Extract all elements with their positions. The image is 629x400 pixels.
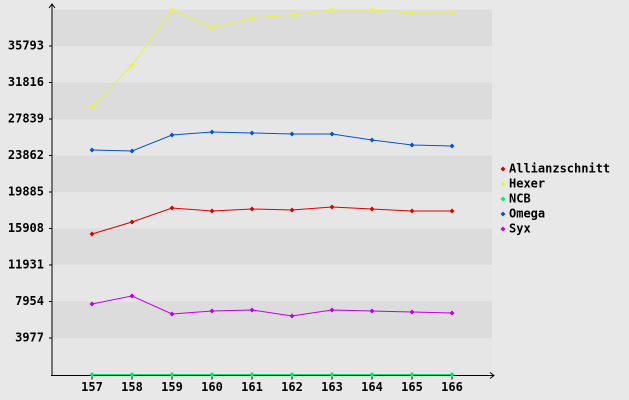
point	[169, 7, 175, 13]
point	[289, 313, 295, 319]
point	[409, 372, 415, 377]
point	[449, 143, 455, 149]
x-tick-label: 160	[201, 380, 223, 394]
y-tick-label: 35793	[8, 39, 44, 53]
legend-marker	[500, 166, 506, 172]
point	[329, 204, 335, 210]
x-tick-label: 163	[321, 380, 343, 394]
y-tick-label: 11931	[8, 258, 44, 272]
legend-label: Allianzschnitt	[509, 162, 610, 176]
legend-label: Hexer	[509, 177, 545, 191]
legend-marker	[500, 211, 506, 217]
y-tick-label: 7954	[15, 294, 44, 308]
point	[449, 10, 455, 16]
grid-band	[52, 119, 492, 156]
point	[369, 7, 375, 13]
x-tick-label: 159	[161, 380, 183, 394]
point	[369, 308, 375, 314]
x-tick-label: 162	[281, 380, 303, 394]
series-line	[91, 131, 453, 152]
grid-band	[52, 192, 492, 229]
point	[449, 208, 455, 214]
point	[289, 207, 295, 213]
point	[209, 25, 215, 31]
series-line	[91, 206, 452, 235]
x-tick-label: 165	[401, 380, 423, 394]
legend-marker	[500, 196, 506, 202]
point	[289, 12, 295, 18]
grid-band	[52, 155, 492, 192]
y-tick-label: 19885	[8, 185, 44, 199]
point	[449, 310, 455, 316]
y-tick-label: 23862	[8, 148, 44, 162]
point	[329, 7, 335, 13]
point	[89, 372, 95, 377]
point	[249, 307, 255, 313]
point	[249, 206, 255, 212]
point	[329, 307, 335, 313]
legend-label: Omega	[509, 207, 545, 221]
point	[329, 131, 335, 137]
point	[289, 372, 295, 377]
series-line	[91, 295, 453, 317]
point	[449, 372, 455, 377]
point	[249, 130, 255, 136]
series-line	[91, 9, 452, 108]
point	[169, 132, 175, 138]
x-tick-label: 157	[81, 380, 103, 394]
y-tick-label: 3977	[15, 331, 44, 345]
legend-marker	[500, 226, 506, 232]
point	[409, 309, 415, 315]
point	[329, 372, 335, 377]
point	[89, 301, 95, 307]
point	[89, 104, 95, 110]
point	[249, 15, 255, 21]
y-tick-label: 15908	[8, 221, 44, 235]
y-tick-label: 31816	[8, 75, 44, 89]
legend-label: NCB	[509, 192, 531, 206]
point	[369, 372, 375, 377]
point	[129, 293, 135, 299]
point	[169, 205, 175, 211]
point	[129, 148, 135, 154]
point	[369, 137, 375, 143]
point	[169, 311, 175, 317]
grid-band	[52, 82, 492, 119]
grid-band	[52, 9, 492, 46]
grid-band	[52, 338, 492, 375]
grid-band	[52, 265, 492, 302]
grid-band	[52, 46, 492, 83]
point	[289, 131, 295, 137]
point	[129, 219, 135, 225]
point	[129, 62, 135, 68]
x-tick-label: 158	[121, 380, 143, 394]
y-arrow	[48, 3, 56, 9]
y-tick-label: 27839	[8, 112, 44, 126]
point	[409, 10, 415, 16]
point	[209, 308, 215, 314]
point	[89, 147, 95, 153]
legend-label: Syx	[509, 222, 531, 236]
x-tick-label: 164	[361, 380, 383, 394]
grid-band	[52, 301, 492, 338]
point	[89, 231, 95, 237]
x-tick-label: 161	[241, 380, 263, 394]
point	[369, 206, 375, 212]
point	[249, 372, 255, 377]
point	[409, 142, 415, 148]
x-arrow	[489, 372, 495, 379]
point	[209, 208, 215, 214]
point	[409, 208, 415, 214]
point	[209, 129, 215, 135]
point	[209, 372, 215, 377]
grid-band	[52, 228, 492, 265]
point	[169, 372, 175, 377]
legend-marker	[500, 181, 506, 187]
x-tick-label: 166	[441, 380, 463, 394]
point	[129, 372, 135, 377]
